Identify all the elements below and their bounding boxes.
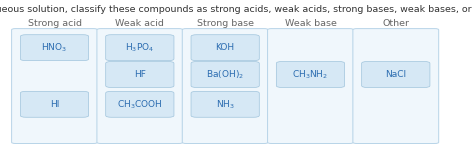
FancyBboxPatch shape — [106, 91, 174, 117]
Text: H$_3$PO$_4$: H$_3$PO$_4$ — [125, 41, 155, 54]
FancyBboxPatch shape — [276, 62, 345, 87]
Text: HF: HF — [134, 70, 146, 79]
FancyBboxPatch shape — [20, 35, 89, 61]
FancyBboxPatch shape — [362, 62, 430, 87]
Text: In aqueous solution, classify these compounds as strong acids, weak acids, stron: In aqueous solution, classify these comp… — [0, 5, 474, 14]
FancyBboxPatch shape — [191, 91, 259, 117]
Text: CH$_3$COOH: CH$_3$COOH — [117, 98, 163, 111]
Text: Strong base: Strong base — [197, 19, 254, 28]
Text: Other: Other — [383, 19, 409, 28]
Text: Ba(OH)$_2$: Ba(OH)$_2$ — [206, 68, 244, 81]
FancyBboxPatch shape — [20, 91, 89, 117]
Text: KOH: KOH — [216, 43, 235, 52]
Text: HI: HI — [50, 100, 59, 109]
Text: NaCl: NaCl — [385, 70, 406, 79]
FancyBboxPatch shape — [11, 29, 98, 143]
FancyBboxPatch shape — [267, 29, 353, 143]
FancyBboxPatch shape — [182, 29, 268, 143]
Text: Strong acid: Strong acid — [27, 19, 82, 28]
FancyBboxPatch shape — [97, 29, 182, 143]
FancyBboxPatch shape — [353, 29, 439, 143]
Text: Weak base: Weak base — [284, 19, 337, 28]
Text: CH$_3$NH$_2$: CH$_3$NH$_2$ — [292, 68, 328, 81]
FancyBboxPatch shape — [106, 62, 174, 87]
Text: NH$_3$: NH$_3$ — [216, 98, 235, 111]
Text: HNO$_3$: HNO$_3$ — [41, 41, 68, 54]
FancyBboxPatch shape — [106, 35, 174, 61]
FancyBboxPatch shape — [191, 35, 259, 61]
Text: Weak acid: Weak acid — [115, 19, 164, 28]
FancyBboxPatch shape — [191, 62, 259, 87]
